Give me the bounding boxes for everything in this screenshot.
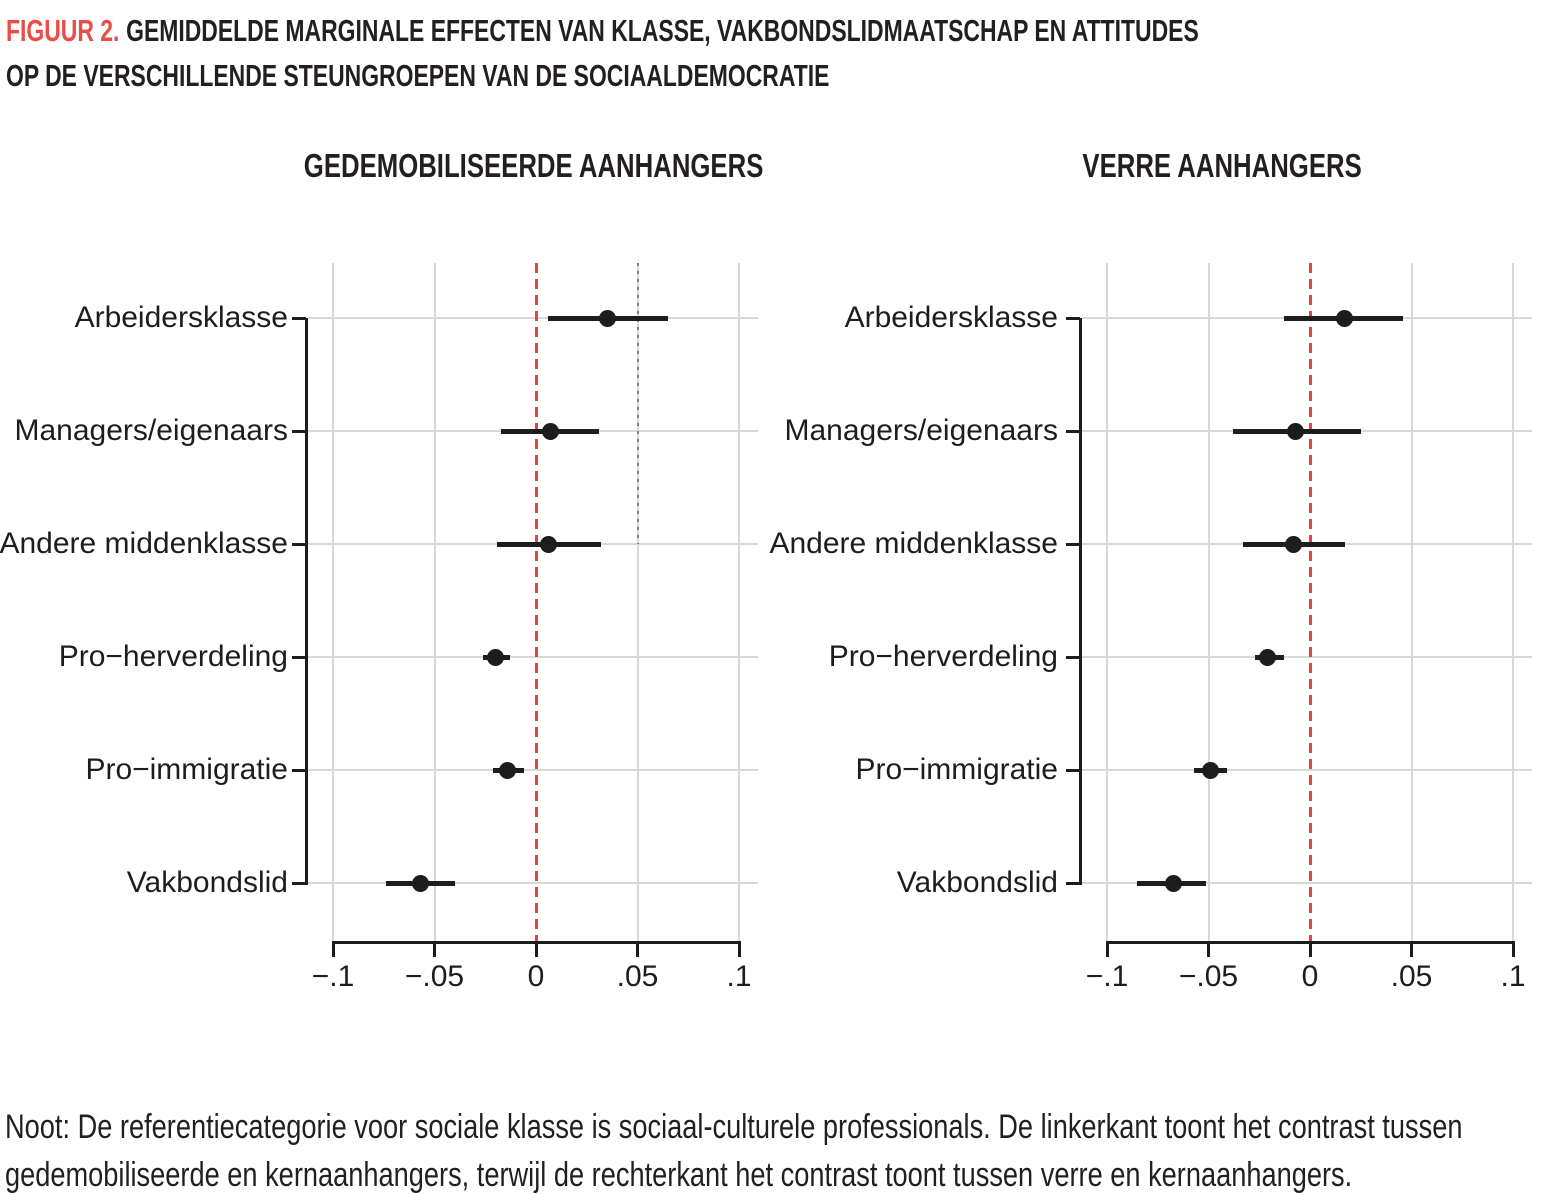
x-axis-tick (331, 944, 335, 957)
x-axis-line (1105, 941, 1515, 944)
gridline-horizontal (1082, 769, 1532, 771)
note-line-1: Noot: De referentiecategorie voor social… (5, 1108, 1463, 1146)
point-estimate (486, 648, 504, 666)
category-label: Managers/eigenaars (14, 414, 288, 447)
title-line-1: FIGUUR 2. GEMIDDELDE MARGINALE EFFECTEN V… (6, 8, 1199, 53)
category-label: Arbeidersklasse (74, 301, 288, 334)
y-axis-tick (1066, 542, 1080, 546)
x-tick-label: −.05 (404, 960, 465, 993)
point-estimate (541, 422, 559, 440)
panel-title-left: GEDEMOBILISEERDE AANHANGERS (174, 148, 894, 188)
point-estimate (598, 309, 616, 327)
point-estimate (1165, 874, 1183, 892)
point-estimate (1336, 309, 1353, 327)
y-axis-tick (1066, 768, 1080, 772)
category-label: Vakbondslid (896, 866, 1058, 899)
x-axis-tick (1410, 944, 1413, 957)
x-tick-label: 0 (527, 960, 545, 993)
x-axis-line (331, 941, 741, 944)
x-axis-tick (636, 944, 639, 957)
y-axis-tick (292, 881, 306, 885)
category-label: Pro−herverdeling (828, 640, 1058, 673)
gridline-vertical (1207, 263, 1210, 941)
category-label: Vakbondslid (126, 866, 288, 899)
y-axis-tick (1066, 655, 1080, 659)
y-axis-tick (292, 655, 306, 659)
x-tick-label: .1 (726, 960, 752, 993)
note-line-2: gedemobiliseerde en kernaanhangers, terw… (5, 1156, 1353, 1194)
category-label: Arbeidersklasse (844, 301, 1058, 334)
y-axis-line (1079, 318, 1082, 885)
panel-title-left-text: GEDEMOBILISEERDE AANHANGERS (304, 147, 764, 184)
title-text-line-1: GEMIDDELDE MARGINALE EFFECTEN VAN KLASSE… (126, 13, 1199, 48)
title-text-line-2: OP DE VERSCHILLENDE STEUNGROEPEN VAN DE … (6, 58, 830, 93)
gridline-horizontal (308, 769, 758, 771)
y-axis-tick (1066, 429, 1080, 433)
category-label: Managers/eigenaars (784, 414, 1058, 447)
gridline-horizontal (1082, 656, 1532, 658)
figure-note: Noot: De referentiecategorie voor social… (5, 1103, 1547, 1194)
gridline-vertical (332, 263, 334, 941)
x-axis-tick (534, 944, 538, 957)
zero-reference-line (534, 263, 538, 941)
point-estimate (1202, 761, 1220, 779)
point-estimate (1285, 535, 1303, 553)
gridline-horizontal (308, 882, 758, 884)
x-axis-tick (1207, 944, 1210, 957)
zero-reference-line (1308, 263, 1312, 941)
gridline-vertical (1512, 263, 1514, 941)
gridline-horizontal (308, 317, 758, 319)
y-axis-tick (1066, 316, 1080, 320)
category-label: Andere middenklasse (769, 527, 1058, 560)
y-axis-tick (292, 768, 306, 772)
panel-title-right: VERRE AANHANGERS (862, 148, 1547, 188)
point-estimate (499, 761, 517, 779)
x-axis-tick (1105, 944, 1109, 957)
point-estimate (1258, 648, 1276, 666)
gridline-vertical (738, 263, 740, 941)
x-tick-label: 0 (1301, 960, 1319, 993)
x-tick-label: −.05 (1178, 960, 1239, 993)
point-estimate (1287, 422, 1305, 440)
category-label: Pro−herverdeling (58, 640, 288, 673)
gridline-vertical (1410, 263, 1413, 941)
point-estimate (539, 535, 557, 553)
gridline-horizontal (308, 656, 758, 658)
x-tick-label: .1 (1500, 960, 1526, 993)
gridline-horizontal (1082, 882, 1532, 884)
gridline-vertical (636, 263, 639, 941)
category-label: Andere middenklasse (0, 527, 288, 560)
gridline-vertical (1106, 263, 1108, 941)
panel-title-right-text: VERRE AANHANGERS (1082, 147, 1362, 184)
x-tick-label: −.1 (1085, 960, 1129, 993)
point-estimate (411, 874, 429, 892)
category-label: Pro−immigratie (85, 753, 288, 786)
figure-number: FIGUUR 2. (6, 13, 120, 48)
gridline-vertical (433, 263, 436, 941)
x-tick-label: .05 (1390, 960, 1433, 993)
x-axis-tick (1308, 944, 1312, 957)
x-tick-label: .05 (616, 960, 659, 993)
y-axis-tick (292, 316, 306, 320)
x-tick-label: −.1 (311, 960, 355, 993)
dotted-reference-line (636, 263, 639, 544)
y-axis-tick (292, 429, 306, 433)
category-label: Pro−immigratie (855, 753, 1058, 786)
y-axis-tick (292, 542, 306, 546)
y-axis-tick (1066, 881, 1080, 885)
x-axis-tick (1511, 944, 1515, 957)
figure-title: FIGUUR 2. GEMIDDELDE MARGINALE EFFECTEN V… (6, 8, 1547, 98)
x-axis-tick (737, 944, 741, 957)
y-axis-line (305, 318, 308, 885)
x-axis-tick (433, 944, 436, 957)
